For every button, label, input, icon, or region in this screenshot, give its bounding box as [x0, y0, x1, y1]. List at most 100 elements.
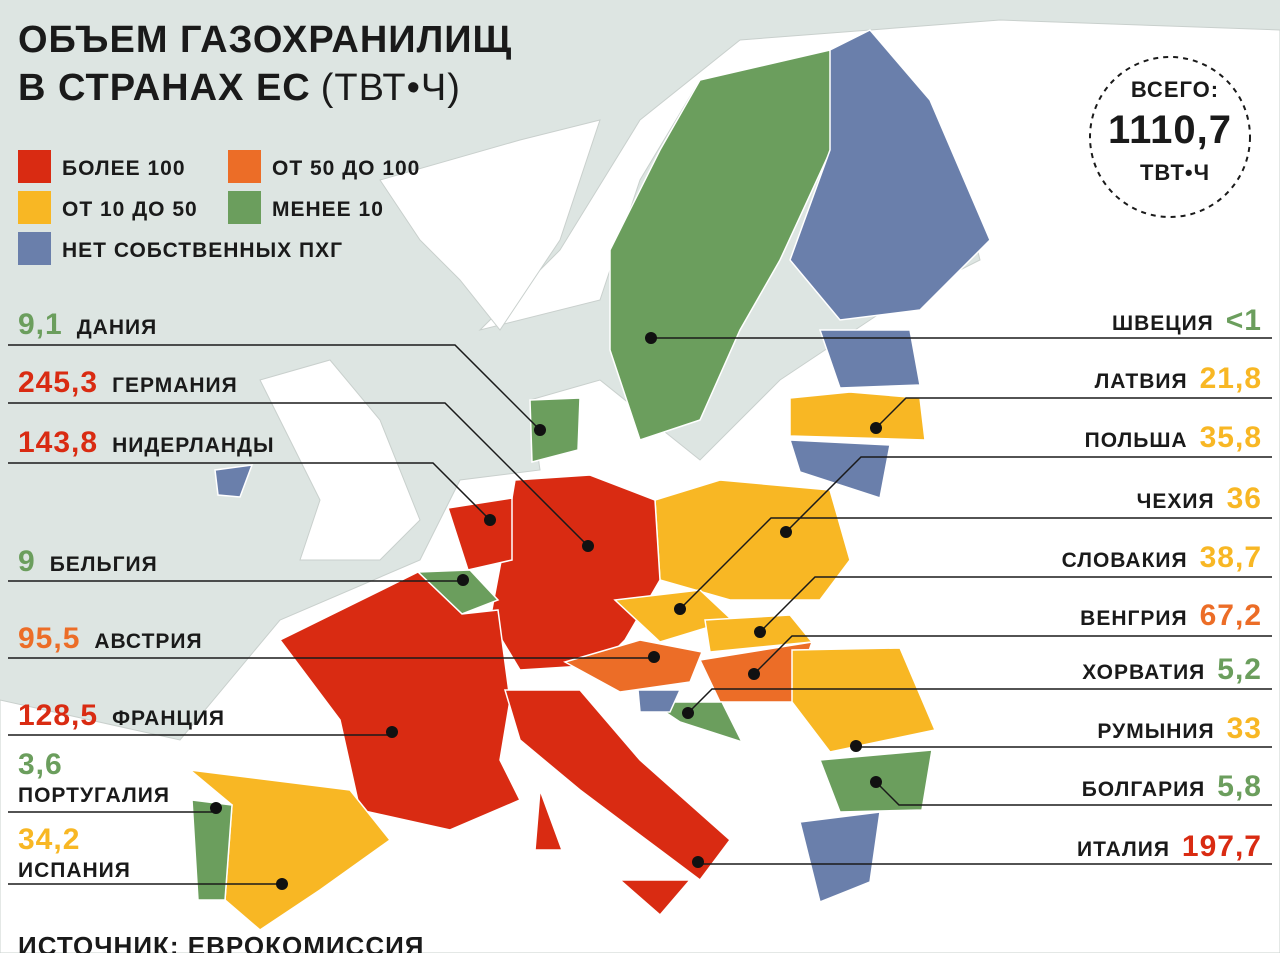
dot	[748, 668, 760, 680]
total-label: ВСЕГО:	[1131, 77, 1219, 102]
legend-swatch	[228, 150, 261, 183]
country-name: ПОЛЬША	[1085, 429, 1188, 452]
portugal	[191, 799, 233, 901]
country-value: <1	[1226, 304, 1262, 337]
country-name: ИТАЛИЯ	[1077, 838, 1170, 861]
base-land	[0, 19, 1280, 953]
legend-label: МЕНЕЕ 10	[272, 198, 384, 221]
dot	[850, 740, 862, 752]
country-value: 197,7	[1182, 830, 1262, 863]
dot	[692, 856, 704, 868]
leader-line	[785, 456, 1272, 533]
country-value: 5,8	[1217, 770, 1262, 803]
country-name: ШВЕЦИЯ	[1112, 312, 1214, 335]
leader-line	[8, 344, 541, 431]
legend-label: ОТ 50 ДО 100	[272, 157, 420, 180]
country-value: 21,8	[1200, 362, 1262, 395]
country-name: БОЛГАРИЯ	[1082, 778, 1206, 801]
dot	[645, 332, 657, 344]
finland	[789, 29, 991, 321]
leader-line	[8, 402, 589, 547]
dot	[457, 574, 469, 586]
country-value: 128,5	[18, 699, 98, 732]
country-name: ПОРТУГАЛИЯ	[18, 784, 170, 807]
slovenia	[637, 689, 682, 713]
legend-swatch	[18, 150, 51, 183]
dot	[276, 878, 288, 890]
country-name: ЛАТВИЯ	[1095, 370, 1188, 393]
country-name: ГЕРМАНИЯ	[112, 374, 238, 397]
country-name: ИСПАНИЯ	[18, 859, 131, 882]
country-value: 38,7	[1200, 541, 1262, 574]
latvia	[789, 391, 926, 441]
dot	[210, 802, 222, 814]
legend-swatch	[18, 232, 51, 265]
country-name: БЕЛЬГИЯ	[50, 553, 158, 576]
dot	[754, 626, 766, 638]
total-unit: ТВТ•Ч	[1140, 160, 1210, 185]
dot	[534, 424, 546, 436]
dot	[386, 726, 398, 738]
dot	[674, 603, 686, 615]
country-name: ФРАНЦИЯ	[112, 707, 225, 730]
legend-swatch	[18, 191, 51, 224]
title-line-2: В СТРАНАХ ЕС (ТВТ•Ч)	[18, 67, 461, 109]
countries	[187, 29, 991, 931]
country-value: 143,8	[18, 426, 98, 459]
country-name: РУМЫНИЯ	[1097, 720, 1214, 743]
dot	[870, 422, 882, 434]
france	[278, 571, 522, 831]
country-value: 36	[1227, 482, 1262, 515]
country-name: НИДЕРЛАНДЫ	[112, 434, 275, 457]
leader-line	[753, 635, 1272, 675]
leader-line	[759, 576, 1272, 633]
denmark	[529, 397, 581, 463]
leader-line	[687, 688, 1272, 714]
country-value: 95,5	[18, 622, 80, 655]
country-value: 34,2	[18, 823, 80, 856]
country-name: АВСТРИЯ	[94, 630, 202, 653]
country-value: 3,6	[18, 748, 63, 781]
dot	[870, 776, 882, 788]
country-name: ЧЕХИЯ	[1137, 490, 1215, 513]
lithuania	[788, 439, 891, 499]
country-value: 9	[18, 545, 36, 578]
dot	[484, 514, 496, 526]
romania	[791, 647, 937, 753]
legend-label: НЕТ СОБСТВЕННЫХ ПХГ	[62, 239, 343, 262]
title-unit: (ТВТ•Ч)	[321, 67, 461, 109]
source: ИСТОЧНИК: ЕВРОКОМИССИЯ	[18, 931, 424, 953]
title-line-1: ОБЪЕМ ГАЗОХРАНИЛИЩ	[18, 19, 512, 61]
legend-label: ОТ 10 ДО 50	[62, 198, 198, 221]
country-value: 67,2	[1200, 599, 1262, 632]
leader-line	[875, 397, 1272, 429]
country-value: 33	[1227, 712, 1262, 745]
country-name: ХОРВАТИЯ	[1082, 661, 1205, 684]
leader-line	[679, 517, 1272, 610]
country-name: ДАНИЯ	[77, 316, 157, 339]
title-line-2-text: В СТРАНАХ ЕС	[18, 67, 311, 109]
poland	[654, 479, 851, 601]
country-value: 35,8	[1200, 421, 1262, 454]
total-circle	[1089, 56, 1251, 218]
ireland	[214, 464, 254, 498]
dot	[682, 707, 694, 719]
austria	[563, 639, 704, 693]
estonia	[818, 329, 921, 389]
dot	[648, 651, 660, 663]
legend-label: БОЛЕЕ 100	[62, 157, 186, 180]
country-name: СЛОВАКИЯ	[1062, 549, 1188, 572]
greece	[799, 811, 881, 904]
country-value: 9,1	[18, 308, 63, 341]
leader-line	[875, 781, 1272, 806]
legend-swatch	[228, 191, 261, 224]
country-value: 5,2	[1217, 653, 1262, 686]
leader-line	[8, 462, 491, 521]
dot	[780, 526, 792, 538]
country-value: 245,3	[18, 366, 98, 399]
country-name: ВЕНГРИЯ	[1080, 607, 1187, 630]
total-value: 1110,7	[1108, 108, 1232, 152]
dot	[582, 540, 594, 552]
netherlands	[447, 497, 513, 571]
